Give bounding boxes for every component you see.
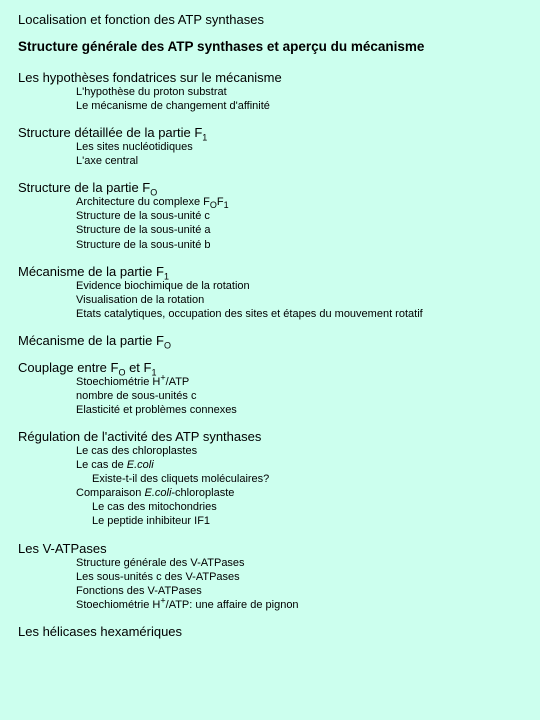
section-structure-f1: Structure détaillée de la partie F1 Les … xyxy=(18,125,526,168)
section-regulation: Régulation de l'activité des ATP synthas… xyxy=(18,429,526,528)
head-helicases[interactable]: Les hélicases hexamériques xyxy=(18,624,182,639)
head-structure-f1[interactable]: Structure détaillée de la partie F1 xyxy=(18,125,207,140)
head-couplage[interactable]: Couplage entre FO et F1 xyxy=(18,360,157,375)
item-peptide-if1[interactable]: Le peptide inhibiteur IF1 xyxy=(92,515,210,527)
item-nombre-sous-unites-c[interactable]: nombre de sous-unités c xyxy=(76,390,196,402)
head-vatpases[interactable]: Les V-ATPases xyxy=(18,541,107,556)
item-cliquets[interactable]: Existe-t-il des cliquets moléculaires? xyxy=(92,473,269,485)
item-sous-unites-c-vatpases[interactable]: Les sous-unités c des V-ATPases xyxy=(76,571,240,583)
item-stoechiometrie-hatp[interactable]: Stoechiométrie H+/ATP xyxy=(76,376,189,388)
head-hypotheses[interactable]: Les hypothèses fondatrices sur le mécani… xyxy=(18,70,282,85)
section-mecanisme-f1: Mécanisme de la partie F1 Evidence bioch… xyxy=(18,264,526,321)
head-mecanisme-fo[interactable]: Mécanisme de la partie FO xyxy=(18,333,171,348)
head-mecanisme-f1[interactable]: Mécanisme de la partie F1 xyxy=(18,264,169,279)
top-link-text: Localisation et fonction des ATP synthas… xyxy=(18,12,264,27)
item-comparaison[interactable]: Comparaison E.coli-chloroplaste xyxy=(76,487,234,499)
item-sous-unite-c[interactable]: Structure de la sous-unité c xyxy=(76,210,210,222)
section-couplage: Couplage entre FO et F1 Stoechiométrie H… xyxy=(18,360,526,417)
item-visualisation-rotation[interactable]: Visualisation de la rotation xyxy=(76,294,204,306)
link-localisation[interactable]: Localisation et fonction des ATP synthas… xyxy=(18,12,526,27)
section-helicases: Les hélicases hexamériques xyxy=(18,624,526,639)
item-structure-vatpases[interactable]: Structure générale des V-ATPases xyxy=(76,557,245,569)
head-hypotheses-text: Les hypothèses fondatrices sur le mécani… xyxy=(18,70,282,85)
item-elasticite[interactable]: Elasticité et problèmes connexes xyxy=(76,404,237,416)
item-mitochondries[interactable]: Le cas des mitochondries xyxy=(92,501,217,513)
item-evidence-biochimique[interactable]: Evidence biochimique de la rotation xyxy=(76,280,250,292)
item-architecture-fof1[interactable]: Architecture du complexe FOF1 xyxy=(76,196,229,208)
main-title: Structure générale des ATP synthases et … xyxy=(18,39,526,54)
head-regulation[interactable]: Régulation de l'activité des ATP synthas… xyxy=(18,429,261,444)
section-structure-fo: Structure de la partie FO Architecture d… xyxy=(18,180,526,251)
section-vatpases: Les V-ATPases Structure générale des V-A… xyxy=(18,541,526,612)
item-proton-substrat[interactable]: L'hypothèse du proton substrat xyxy=(76,86,227,98)
section-hypotheses: Les hypothèses fondatrices sur le mécani… xyxy=(18,70,526,113)
item-chloroplastes[interactable]: Le cas des chloroplastes xyxy=(76,445,197,457)
item-sous-unite-a[interactable]: Structure de la sous-unité a xyxy=(76,224,211,236)
item-etats-catalytiques[interactable]: Etats catalytiques, occupation des sites… xyxy=(76,308,423,320)
section-mecanisme-fo: Mécanisme de la partie FO xyxy=(18,333,526,348)
item-sites-nucleotidiques[interactable]: Les sites nucléotidiques xyxy=(76,141,193,153)
item-axe-central[interactable]: L'axe central xyxy=(76,155,138,167)
head-structure-fo[interactable]: Structure de la partie FO xyxy=(18,180,157,195)
item-stoechiometrie-pignon[interactable]: Stoechiométrie H+/ATP: une affaire de pi… xyxy=(76,599,299,611)
item-ecoli[interactable]: Le cas de E.coli xyxy=(76,459,154,471)
item-fonctions-vatpases[interactable]: Fonctions des V-ATPases xyxy=(76,585,202,597)
item-sous-unite-b[interactable]: Structure de la sous-unité b xyxy=(76,239,211,251)
item-changement-affinite[interactable]: Le mécanisme de changement d'affinité xyxy=(76,100,270,112)
